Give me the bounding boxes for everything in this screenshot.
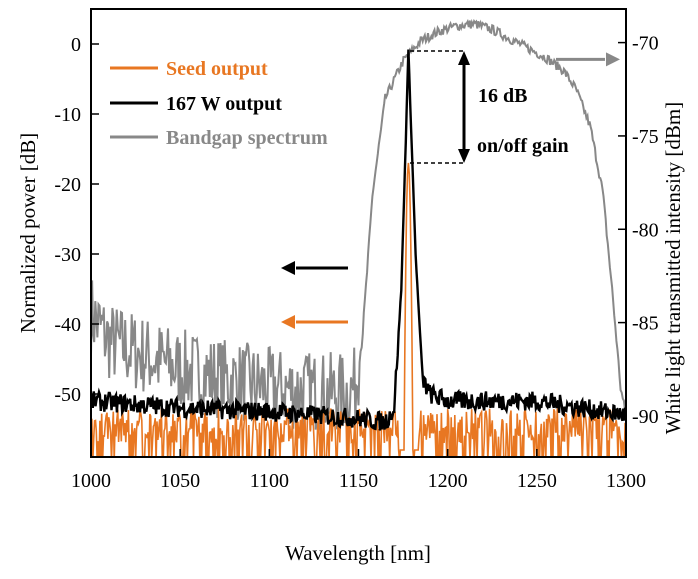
y-left-tick-label: 0 bbox=[71, 34, 81, 56]
y-left-tick-label: -20 bbox=[54, 174, 81, 196]
series-line-167w bbox=[91, 49, 626, 431]
series-layer bbox=[91, 18, 626, 457]
legend: Seed output 167 W output Bandgap spectru… bbox=[110, 58, 328, 149]
x-tick-label: 1050 bbox=[160, 470, 200, 492]
series-line-seed bbox=[91, 162, 626, 457]
y-right-tick-label: -90 bbox=[632, 406, 659, 428]
x-tick-label: 1300 bbox=[606, 470, 646, 492]
x-tick-label: 1100 bbox=[250, 470, 289, 492]
x-tick-label: 1200 bbox=[428, 470, 468, 492]
gain-arrow-head-down bbox=[458, 149, 470, 163]
gain-label-2: on/off gain bbox=[477, 135, 569, 157]
y-right-tick-label: -85 bbox=[632, 313, 659, 335]
y-left-tick-label: -40 bbox=[54, 314, 81, 336]
arrow-head-bandgap bbox=[606, 52, 620, 67]
x-axis-title: Wavelength [nm] bbox=[285, 541, 431, 565]
series-line-bandgap bbox=[91, 18, 626, 433]
y-left-tick-label: -10 bbox=[54, 104, 81, 126]
gain-arrow-head-up bbox=[458, 51, 470, 65]
legend-label-167w: 167 W output bbox=[166, 93, 282, 115]
y-axis-left-title: Normalized power [dB] bbox=[16, 133, 40, 334]
legend-label-bandgap: Bandgap spectrum bbox=[166, 127, 328, 149]
y-right-tick-label: -70 bbox=[632, 33, 659, 55]
x-tick-label: 1250 bbox=[517, 470, 557, 492]
legend-label-seed: Seed output bbox=[166, 58, 268, 80]
y-left-tick-label: -30 bbox=[54, 244, 81, 266]
y-right-tick-label: -80 bbox=[632, 219, 659, 241]
gain-label-1: 16 dB bbox=[478, 85, 527, 107]
arrow-head-seed bbox=[281, 315, 295, 329]
x-tick-label: 1000 bbox=[71, 470, 111, 492]
x-tick-label: 1150 bbox=[339, 470, 378, 492]
arrow-head-167w bbox=[281, 261, 295, 275]
y-left-tick-label: -50 bbox=[54, 384, 81, 406]
ticks-layer: 1000 1050 1100 1150 1200 1250 1300 0 -10 -20 -30 -4… bbox=[54, 33, 658, 492]
arrows-layer bbox=[281, 50, 620, 329]
y-right-tick-label: -75 bbox=[632, 126, 659, 148]
y-axis-right-title: White light transmitted intensity [dBm] bbox=[661, 102, 685, 434]
